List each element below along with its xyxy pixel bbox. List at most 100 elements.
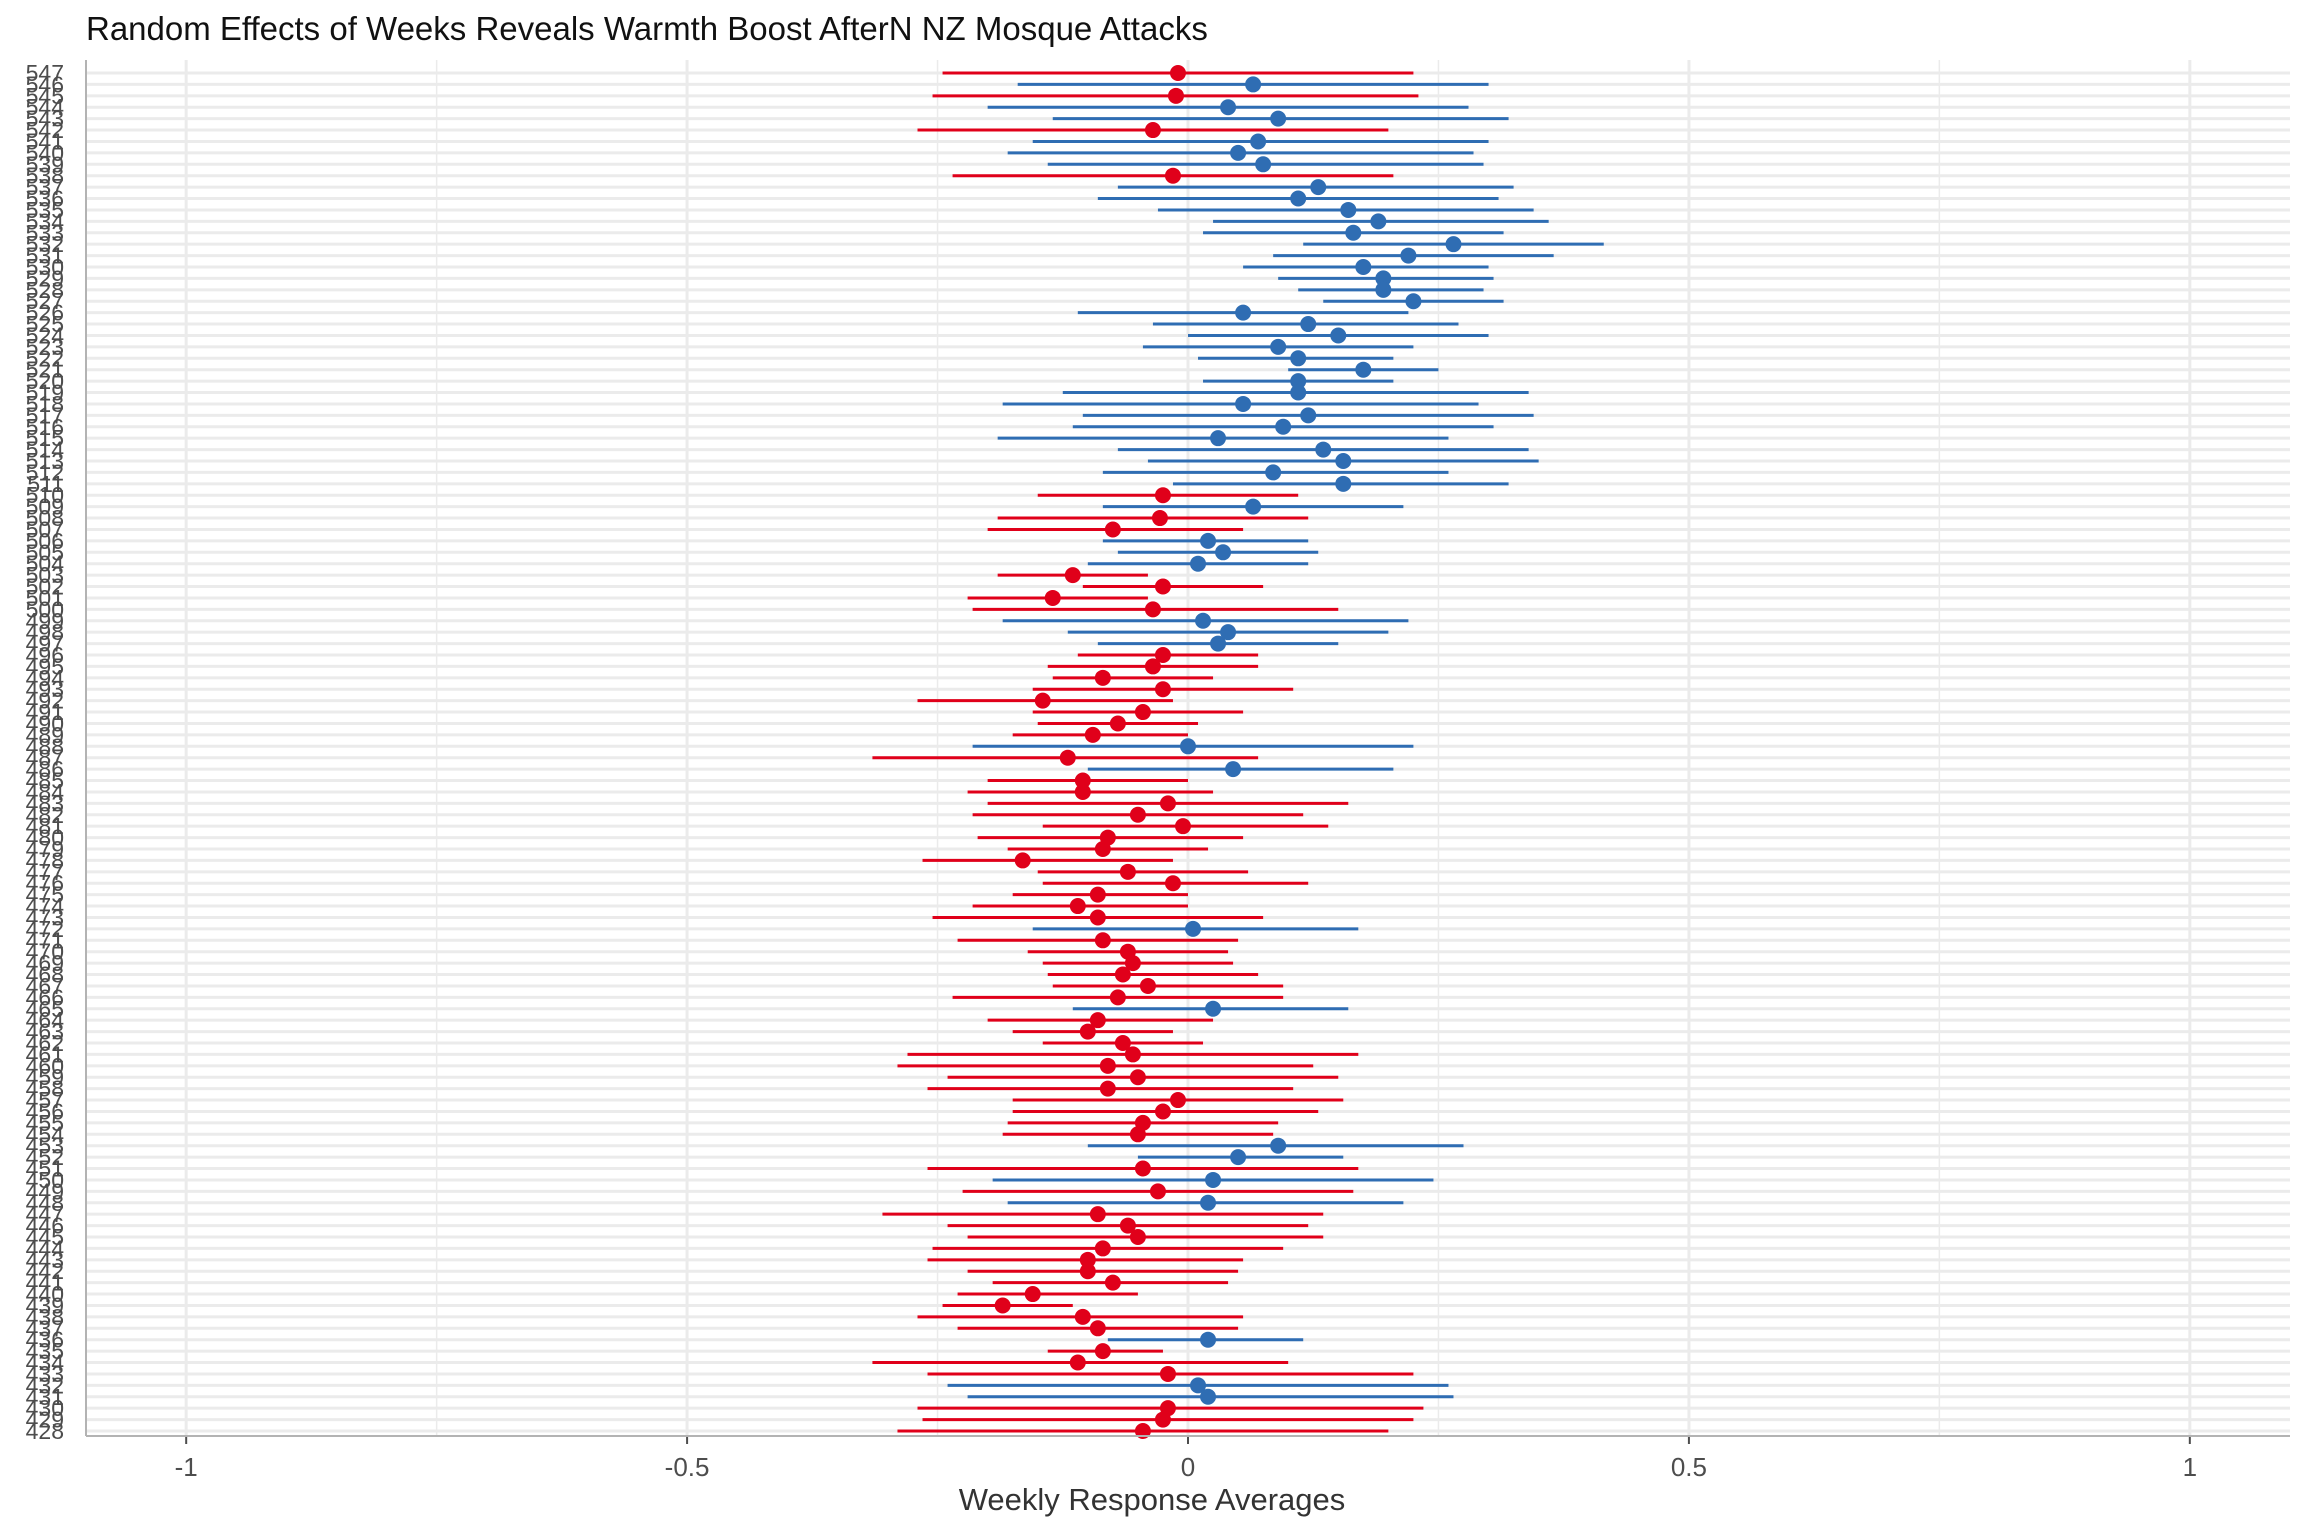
point-week-493 bbox=[1154, 681, 1171, 698]
point-week-478 bbox=[1014, 852, 1031, 869]
point-week-479 bbox=[1094, 841, 1111, 857]
point-week-488 bbox=[1180, 738, 1196, 755]
y-tick-label: 497 bbox=[26, 631, 64, 657]
y-tick-label: 475 bbox=[26, 882, 64, 908]
y-tick-label: 523 bbox=[26, 334, 64, 360]
y-tick-label: 458 bbox=[26, 1076, 64, 1102]
y-tick-label: 442 bbox=[26, 1258, 64, 1284]
point-week-523 bbox=[1270, 338, 1287, 355]
y-tick-label: 489 bbox=[26, 722, 64, 748]
y-tick-label: 511 bbox=[27, 471, 64, 497]
point-week-517 bbox=[1300, 407, 1317, 424]
point-week-462 bbox=[1114, 1035, 1131, 1051]
y-tick-label: 436 bbox=[26, 1327, 64, 1353]
point-week-491 bbox=[1134, 704, 1151, 721]
point-week-489 bbox=[1084, 726, 1101, 743]
y-tick-label: 505 bbox=[26, 539, 64, 565]
point-week-468 bbox=[1114, 966, 1131, 983]
y-tick-label: 461 bbox=[26, 1041, 64, 1067]
point-week-506 bbox=[1200, 532, 1217, 549]
y-tick-label: 432 bbox=[26, 1372, 64, 1398]
y-tick-label: 463 bbox=[26, 1019, 64, 1045]
y-tick-label: 453 bbox=[26, 1133, 64, 1159]
y-tick-label: 467 bbox=[26, 973, 64, 999]
y-tick-label: 450 bbox=[26, 1167, 64, 1193]
y-tick-label: 522 bbox=[26, 345, 64, 371]
y-tick-label: 506 bbox=[26, 528, 64, 554]
point-week-531 bbox=[1400, 247, 1417, 264]
y-tick-label: 478 bbox=[26, 847, 64, 873]
y-tick-label: 532 bbox=[26, 231, 64, 257]
y-tick-label: 539 bbox=[26, 151, 64, 177]
point-week-467 bbox=[1139, 977, 1156, 994]
y-tick-label: 529 bbox=[26, 265, 64, 291]
point-week-456 bbox=[1154, 1103, 1171, 1120]
point-week-463 bbox=[1079, 1023, 1096, 1040]
y-tick-label: 430 bbox=[26, 1395, 64, 1421]
point-week-539 bbox=[1255, 156, 1272, 173]
y-tick-label: 451 bbox=[26, 1156, 64, 1182]
y-tick-label: 495 bbox=[26, 653, 64, 679]
y-tick-label: 537 bbox=[26, 174, 64, 200]
y-tick-label: 457 bbox=[26, 1087, 64, 1113]
point-week-481 bbox=[1174, 818, 1191, 835]
point-week-527 bbox=[1405, 293, 1422, 310]
point-week-512 bbox=[1265, 464, 1282, 481]
point-week-529 bbox=[1375, 270, 1392, 287]
point-week-495 bbox=[1144, 658, 1161, 675]
point-week-487 bbox=[1059, 749, 1076, 766]
x-tick-label: -1 bbox=[175, 1452, 198, 1482]
point-week-442 bbox=[1079, 1263, 1096, 1280]
y-tick-label: 520 bbox=[26, 368, 64, 394]
point-week-525 bbox=[1300, 316, 1317, 333]
y-tick-label: 500 bbox=[26, 596, 64, 622]
y-tick-label: 508 bbox=[26, 505, 64, 531]
y-tick-label: 455 bbox=[26, 1110, 64, 1136]
y-tick-label: 503 bbox=[26, 562, 64, 588]
point-week-474 bbox=[1069, 898, 1086, 915]
point-week-530 bbox=[1355, 259, 1372, 275]
y-tick-label: 473 bbox=[26, 904, 64, 930]
point-week-547 bbox=[1169, 65, 1186, 81]
point-week-472 bbox=[1185, 920, 1202, 937]
point-week-514 bbox=[1315, 441, 1332, 458]
point-week-518 bbox=[1235, 395, 1252, 412]
point-week-501 bbox=[1044, 589, 1061, 606]
y-tick-label: 526 bbox=[26, 300, 64, 326]
y-tick-label: 448 bbox=[26, 1190, 64, 1216]
point-week-503 bbox=[1064, 567, 1081, 584]
y-tick-label: 499 bbox=[26, 608, 64, 634]
point-week-441 bbox=[1104, 1274, 1121, 1291]
y-tick-label: 530 bbox=[26, 254, 64, 280]
y-tick-label: 433 bbox=[26, 1361, 64, 1387]
point-week-448 bbox=[1200, 1194, 1217, 1211]
y-tick-labels: 5475465455445435425415405395385375365355… bbox=[26, 60, 65, 1444]
x-tick-label: 0.5 bbox=[1671, 1452, 1707, 1482]
y-tick-label: 459 bbox=[26, 1064, 64, 1090]
y-tick-label: 454 bbox=[26, 1121, 65, 1147]
point-week-507 bbox=[1104, 521, 1121, 538]
y-tick-label: 487 bbox=[26, 745, 64, 771]
point-week-509 bbox=[1245, 498, 1262, 515]
y-tick-label: 462 bbox=[26, 1030, 64, 1056]
point-week-497 bbox=[1210, 635, 1227, 652]
point-week-440 bbox=[1024, 1286, 1041, 1303]
y-tick-label: 435 bbox=[26, 1338, 64, 1364]
point-week-486 bbox=[1225, 761, 1242, 778]
y-tick-label: 536 bbox=[26, 186, 64, 212]
point-week-437 bbox=[1089, 1320, 1106, 1337]
y-tick-label: 434 bbox=[26, 1350, 65, 1376]
x-tick-labels: -1 -0.5 0 0.5 1 bbox=[175, 1436, 2197, 1482]
point-week-543 bbox=[1270, 110, 1287, 127]
y-tick-label: 533 bbox=[26, 220, 64, 246]
x-tick-label: 0 bbox=[1181, 1452, 1195, 1482]
y-tick-label: 446 bbox=[26, 1213, 64, 1239]
y-tick-label: 502 bbox=[26, 574, 64, 600]
point-week-476 bbox=[1164, 875, 1181, 892]
point-week-492 bbox=[1034, 692, 1051, 709]
y-tick-label: 513 bbox=[26, 448, 64, 474]
y-tick-label: 452 bbox=[26, 1144, 64, 1170]
y-tick-label: 470 bbox=[26, 939, 64, 965]
point-week-482 bbox=[1129, 806, 1146, 823]
point-week-484 bbox=[1074, 783, 1091, 800]
